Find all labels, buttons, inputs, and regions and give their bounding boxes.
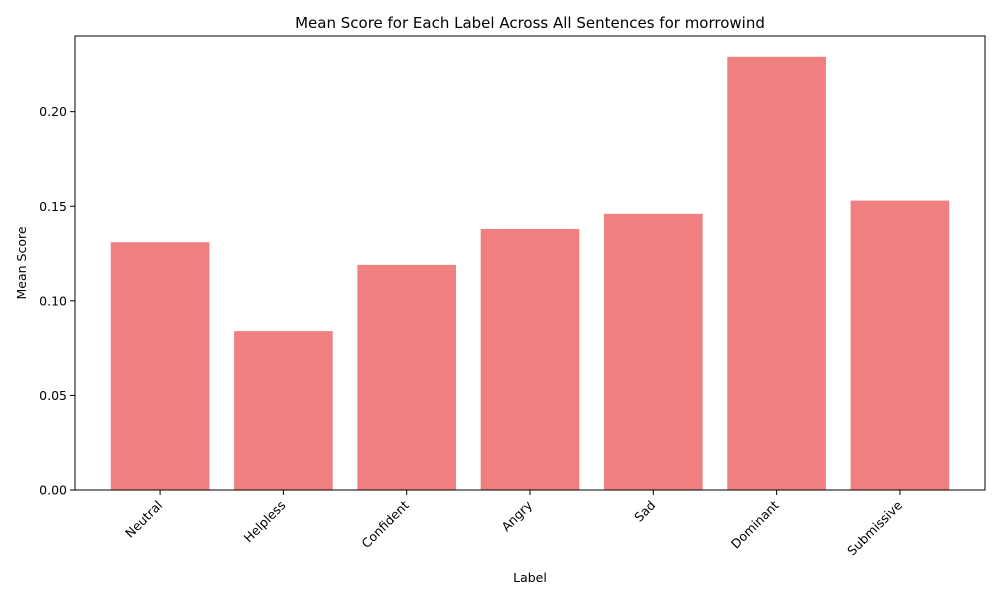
- y-axis-title: Mean Score: [14, 226, 29, 299]
- y-tick-label: 0.20: [39, 104, 67, 119]
- x-tick-label: Helpless: [241, 498, 289, 546]
- y-tick-label: 0.00: [39, 483, 67, 498]
- bar-neutral: [110, 242, 210, 490]
- y-tick-label: 0.10: [39, 293, 67, 308]
- y-tick-label: 0.05: [39, 388, 67, 403]
- bar-sad: [603, 213, 703, 491]
- chart-title: Mean Score for Each Label Across All Sen…: [295, 14, 765, 32]
- x-axis-title: Label: [513, 570, 547, 585]
- bar-dominant: [727, 56, 826, 490]
- x-tick-label: Submissive: [844, 497, 905, 558]
- x-axis-ticks: Neutral Helpless Confident Angry Sad Dominant…: [122, 490, 905, 558]
- bar-confident: [357, 264, 457, 490]
- plot-frame: [74, 35, 986, 491]
- x-tick-label: Dominant: [728, 497, 782, 551]
- x-tick-label: Confident: [358, 497, 412, 551]
- x-tick-label: Sad: [631, 498, 658, 525]
- bars-group: [110, 56, 950, 491]
- y-axis-ticks: 0.00 0.05 0.10 0.15 0.20: [39, 104, 75, 498]
- bar-submissive: [850, 200, 950, 490]
- bar-helpless: [234, 331, 333, 490]
- x-tick-label: Neutral: [122, 498, 165, 541]
- bar-angry: [480, 228, 580, 490]
- x-tick-label: Angry: [498, 497, 535, 534]
- y-tick-label: 0.15: [39, 199, 67, 214]
